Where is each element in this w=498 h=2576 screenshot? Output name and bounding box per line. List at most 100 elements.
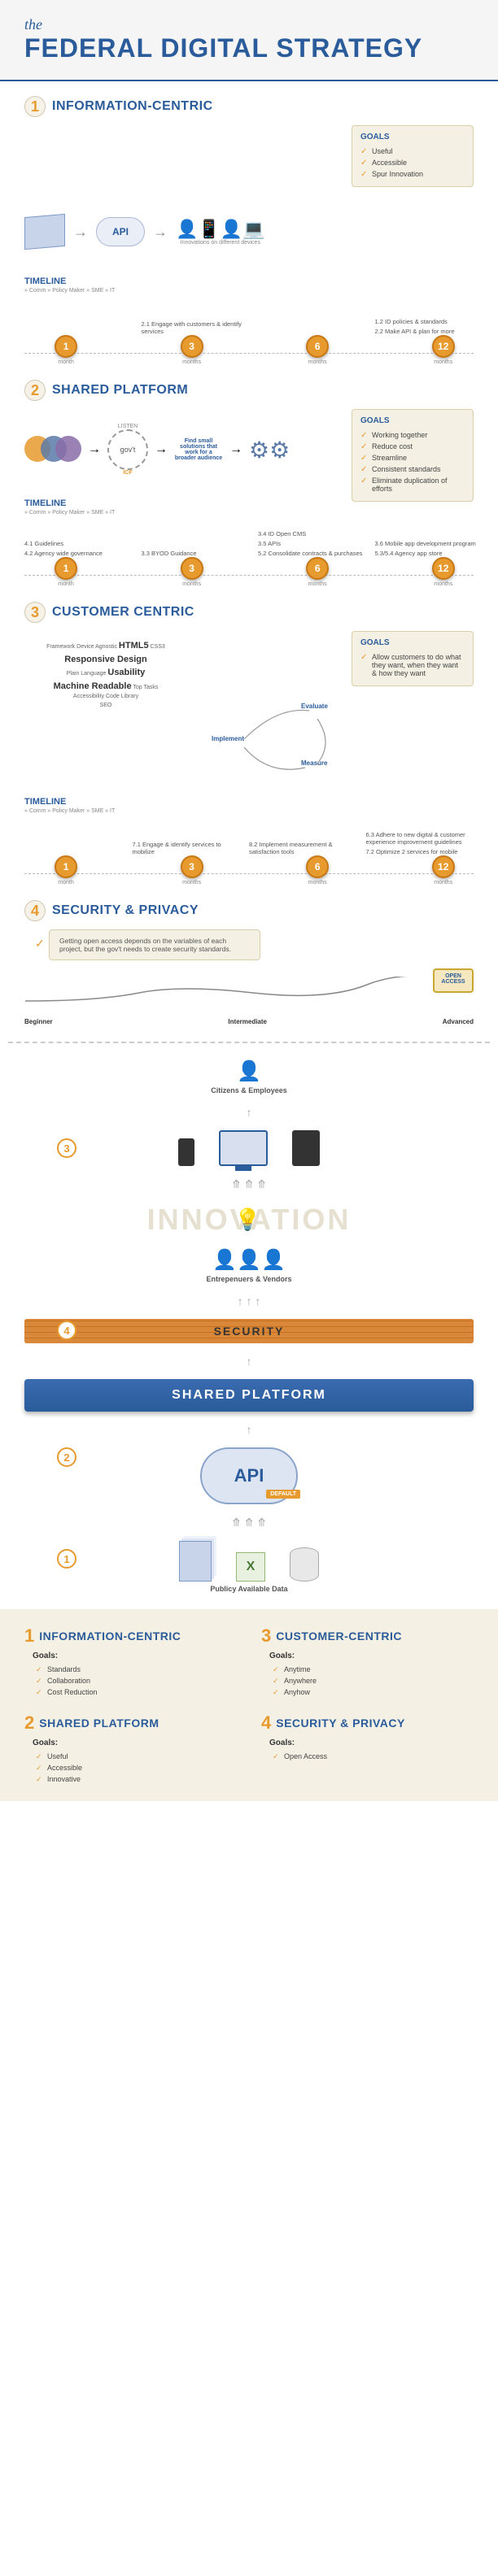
timeline-item: 4.2 Agency wide governance [24,550,130,557]
people-devices-icon: 👤📱👤💻 [176,219,265,240]
section-4-title: SECURITY & PRIVACY [52,903,199,918]
section-4-header: 4 SECURITY & PRIVACY [24,900,474,921]
listen-label: LISTEN [107,424,148,429]
section-2-header: 2 SHARED PLATFORM [24,380,474,401]
circle-4: 4 [57,1321,76,1340]
database-icon [290,1547,319,1582]
timeline-item: 3.3 BYOD Guidance [142,550,247,557]
vendors-icon: 👤👤👤 [24,1248,474,1272]
security-wall: SECURITY [24,1319,474,1343]
timeline-marker: 3 [181,335,203,358]
security-note: Getting open access depends on the varia… [49,929,260,960]
up-arrow-icon: ↑ [24,1355,474,1368]
documents-icon [179,1541,212,1582]
page: the FEDERAL DIGITAL STRATEGY 1 INFORMATI… [0,0,498,1801]
api-cloud: API DEFAULT [200,1447,298,1504]
spreadsheet-icon: X [236,1552,265,1582]
arrow-icon: → [155,442,168,457]
data-box-icon [24,214,65,250]
timeline-item: 2.2 Make API & plan for more [375,328,481,335]
section-1-timeline: 1month 2.1 Engage with customers & ident… [24,300,474,365]
wave-label: Intermediate [228,1018,267,1025]
timeline-item: 1.2 ID policies & standards [375,318,481,325]
timeline-marker: 3 [181,855,203,878]
timeline-marker: 6 [306,855,329,878]
section-3-badge: 3 [24,602,46,623]
summary-goal: Collaboration [36,1675,237,1686]
timeline-item: 6.3 Adhere to new digital & customer exp… [366,831,472,846]
default-tag: DEFAULT [266,1490,300,1499]
goal-item: Accessible [360,157,465,168]
timeline-marker: 6 [306,557,329,580]
summary-goal: Anytime [273,1664,474,1675]
timeline-marker: 6 [306,335,329,358]
up-arrow-icon: ⤊ ⤊ ⤊ [24,1177,474,1191]
data-label: Publicy Available Data [24,1585,474,1593]
timeline-item: 7.2 Optimize 2 services for mobile [366,848,472,855]
summary-goal: Cost Reduction [36,1686,237,1698]
timeline-item: 4.1 Guidelines [24,540,130,547]
section-4-badge: 4 [24,900,46,921]
gears-icon: ⚙⚙ [249,437,290,463]
find-solutions-text: Find small solutions that work for a bro… [174,438,223,461]
arrow-icon: → [153,224,168,241]
arrow-icon: → [88,442,101,457]
section-1-title: INFORMATION-CENTRIC [52,99,213,114]
stack-diagram: 👤 Citizens & Employees ↑ 3 ⤊ ⤊ ⤊ INNOVAT… [24,1060,474,1593]
timeline-label: TIMELINE [24,797,474,807]
entrepreneurs-label: Entrepenuers & Vendors [24,1275,474,1283]
summary-block-3: 3CUSTOMER-CENTRIC Goals: Anytime Anywher… [261,1625,474,1698]
phone-icon [178,1138,194,1166]
summary-goal: Innovative [36,1773,237,1785]
timeline-item: 3.6 Mobile app development program [375,540,481,547]
platform-bar: SHARED PLATFORM [24,1379,474,1412]
arrow-icon: → [73,224,88,241]
goal-item: Streamline [360,452,465,463]
section-2-diagram: → LISTEN gov't ICF → Find small solution… [24,409,343,490]
timeline-unit: months [285,359,350,365]
up-arrow-icon: ↑ ↑ ↑ [24,1295,474,1308]
summary-goal: Anywhere [273,1675,474,1686]
section-2-timeline: 4.1 Guidelines 4.2 Agency wide governance… [24,522,474,587]
timeline-item: 2.1 Engage with customers & identify ser… [142,320,247,335]
header-title: FEDERAL DIGITAL STRATEGY [24,33,474,63]
circle-1: 1 [57,1549,76,1569]
up-arrow-icon: ⤊ ⤊ ⤊ [24,1516,474,1530]
timeline-item: 5.3/5.4 Agency app store [375,550,481,557]
goal-item: Useful [360,146,465,157]
open-access-sign: OPEN ACCESS [433,968,474,993]
timeline-marker: 3 [181,557,203,580]
timeline-sub: » Comm » Policy Maker » SME » IT [24,808,474,814]
goal-item: Reduce cost [360,441,465,452]
timeline-item: 5.2 Consolidate contracts & purchases [258,550,364,557]
timeline-item: 3.4 ID Open CMS [258,530,364,537]
tag-cloud: Framework Device Agnostic HTML5 CSS3 Res… [24,639,187,710]
section-3-header: 3 CUSTOMER CENTRIC [24,602,474,623]
citizens-label: Citizens & Employees [24,1086,474,1094]
timeline-marker: 1 [55,335,77,358]
summary-block-1: 1INFORMATION-CENTRIC Goals: Standards Co… [24,1625,237,1698]
goals-title: GOALS [360,133,465,141]
timeline-item: 7.1 Engage & identify services to mobili… [132,841,238,855]
api-cloud-icon: API [96,217,145,246]
summary-goal: Open Access [273,1751,474,1762]
summary-goal: Anyhow [273,1686,474,1698]
security-wave: OPEN ACCESS Beginner Intermediate Advanc… [24,977,474,1025]
section-3-goals: GOALS Allow customers to do what they wa… [352,631,474,686]
venn-icon [24,429,81,470]
summary-block-4: 4SECURITY & PRIVACY Goals: Open Access [261,1712,474,1785]
monitor-icon [219,1130,268,1166]
timeline-label: TIMELINE [24,276,474,286]
timeline-sub: » Comm » Policy Maker » SME » IT [24,510,474,516]
goal-item: Allow customers to do what they want, wh… [360,651,465,679]
summary-grid: 1INFORMATION-CENTRIC Goals: Standards Co… [0,1609,498,1801]
timeline-item: 3.5 APIs [258,540,364,547]
citizen-icon: 👤 [24,1060,474,1083]
up-arrow-icon: ↑ [24,1106,474,1119]
timeline-unit: month [33,359,98,365]
innovation-word: INNOVATION 💡 [24,1203,474,1237]
timeline-unit: months [159,359,225,365]
goal-item: Consistent standards [360,463,465,475]
goal-item: Eliminate duplication of efforts [360,475,465,494]
tablet-icon [292,1130,320,1166]
